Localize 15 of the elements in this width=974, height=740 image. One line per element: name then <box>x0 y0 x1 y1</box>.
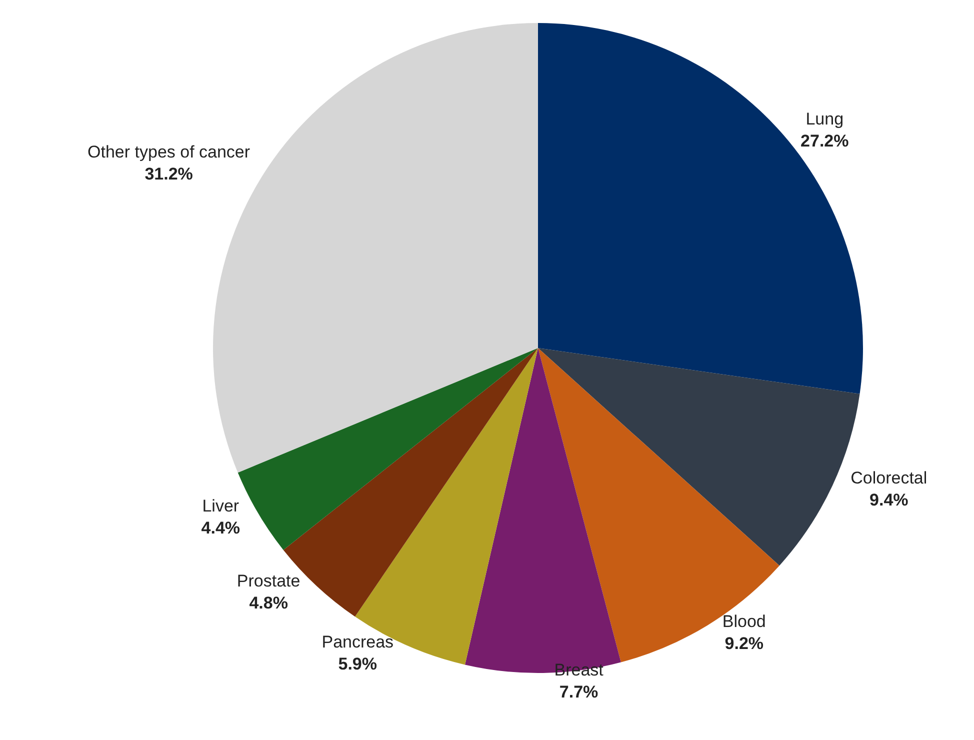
data-label: 7.7% <box>559 682 598 702</box>
data-label: 31.2% <box>144 164 193 184</box>
data-label: 4.4% <box>201 518 240 538</box>
slice-label: Colorectal <box>850 468 928 488</box>
data-label: 9.4% <box>870 490 908 510</box>
slice-label: Other types of cancer <box>88 142 250 162</box>
data-label: 27.2% <box>800 131 849 150</box>
slice-label: Pancreas <box>322 632 394 652</box>
slice-label: Blood <box>722 612 766 631</box>
data-label: 5.9% <box>338 654 378 674</box>
slice-label: Liver <box>202 496 240 516</box>
slice-label: Lung <box>806 109 844 128</box>
data-label: 4.8% <box>249 593 288 612</box>
data-label: 9.2% <box>724 634 764 653</box>
slice-label: Prostate <box>236 571 300 590</box>
